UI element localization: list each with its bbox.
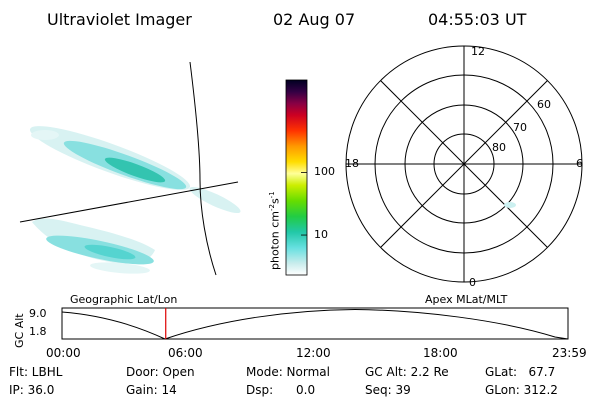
instrument-title: Ultraviolet Imager bbox=[47, 10, 192, 29]
timeline-left-title: Geographic Lat/Lon bbox=[70, 293, 178, 306]
polar-label-6: 6 bbox=[576, 157, 583, 170]
altitude-curve bbox=[61, 308, 569, 340]
gain-info: Gain: 14 bbox=[126, 383, 177, 397]
timeline-y-tick-low: 1.8 bbox=[29, 325, 47, 338]
aurora-band-upper bbox=[29, 126, 241, 214]
timeline-x-tick-1: 06:00 bbox=[168, 346, 203, 360]
aurora-band-lower bbox=[32, 218, 155, 274]
polar-label-60: 60 bbox=[537, 98, 551, 111]
colorbar-tick-10: 10 bbox=[314, 228, 328, 242]
timeline-right-title: Apex MLat/MLT bbox=[425, 293, 508, 306]
polar-label-12: 12 bbox=[471, 45, 485, 58]
mode-info: Mode: Normal bbox=[246, 365, 330, 379]
timeline-x-tick-4: 23:59 bbox=[552, 346, 587, 360]
gc-alt-info: GC Alt: 2.2 Re bbox=[365, 365, 449, 379]
polar-label-18: 18 bbox=[345, 157, 359, 170]
latitude-line bbox=[19, 181, 239, 223]
glon-info: GLon: 312.2 bbox=[485, 383, 558, 397]
glat-info: GLat: 67.7 bbox=[485, 365, 556, 379]
polar-label-70: 70 bbox=[513, 121, 527, 134]
longitude-line bbox=[189, 61, 217, 276]
filter-info: Flt: LBHL bbox=[9, 365, 63, 379]
polar-label-0: 0 bbox=[469, 276, 476, 289]
timeline-y-tick-high: 9.0 bbox=[29, 307, 47, 320]
dsp-info: Dsp: 0.0 bbox=[246, 383, 316, 397]
time-label: 04:55:03 UT bbox=[428, 10, 527, 29]
polar-label-80: 80 bbox=[492, 141, 506, 154]
timeline-x-tick-2: 12:00 bbox=[296, 346, 331, 360]
polar-aurora-spot bbox=[504, 202, 516, 208]
timeline-x-tick-0: 00:00 bbox=[46, 346, 81, 360]
colorbar-tick-100: 100 bbox=[314, 165, 335, 179]
seq-info: Seq: 39 bbox=[365, 383, 411, 397]
timeline-x-tick-3: 18:00 bbox=[423, 346, 458, 360]
ip-info: IP: 36.0 bbox=[9, 383, 55, 397]
door-info: Door: Open bbox=[126, 365, 195, 379]
date-label: 02 Aug 07 bbox=[273, 10, 356, 29]
